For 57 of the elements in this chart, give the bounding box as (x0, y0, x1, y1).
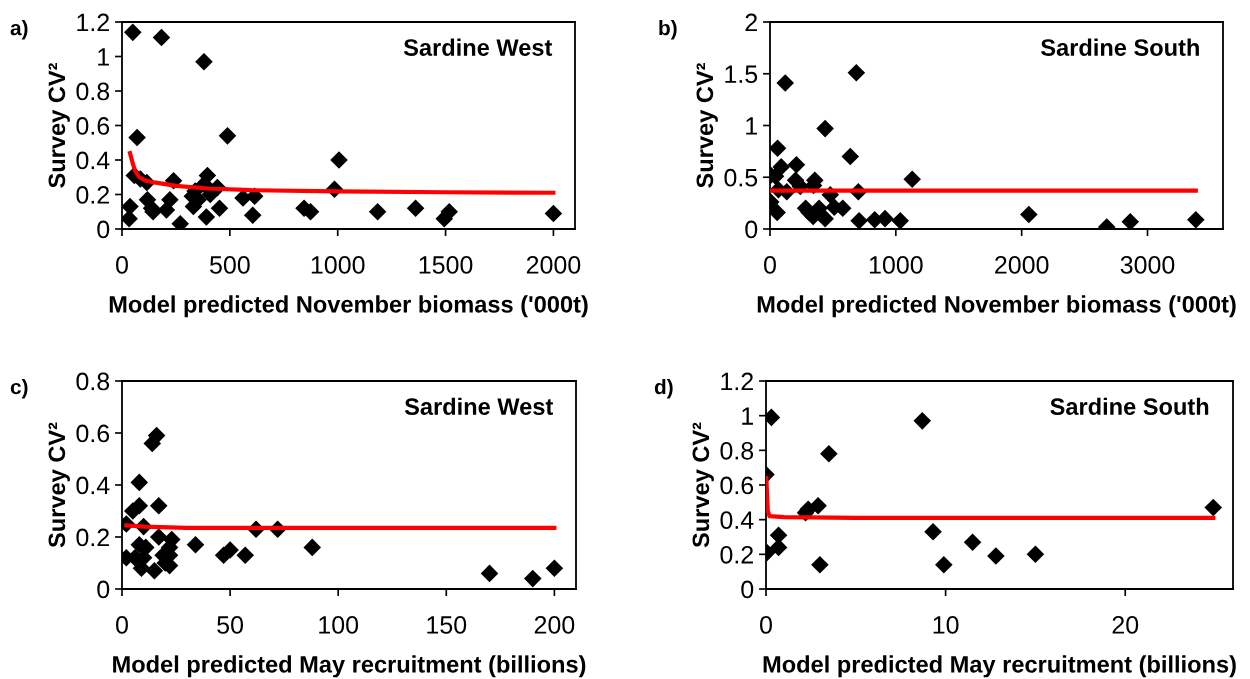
annotation: Sardine West (404, 397, 554, 415)
y-tick-label: 1.2 (77, 13, 109, 32)
y-tick-label: 1.2 (721, 372, 753, 391)
y-tick-label: 0.4 (76, 476, 110, 495)
y-tick-label: 0 (741, 580, 754, 599)
text: b) (659, 20, 677, 40)
x-tick-label: 10 (933, 616, 959, 634)
y-tick-label: 0.4 (76, 151, 110, 170)
y-tick-label: 0.8 (720, 441, 754, 460)
annotation: Sardine South (1040, 38, 1199, 56)
text: c) (10, 379, 28, 399)
y-tick-label: 0.8 (76, 372, 110, 391)
y-tick-label: 0.6 (720, 476, 754, 495)
y-axis-title: Survey CV² (692, 422, 714, 548)
x-tick-label: 0 (116, 256, 128, 274)
x-tick-label: 0 (764, 256, 776, 274)
y-axis-title: Survey CV² (48, 63, 70, 188)
y-axis-title: Survey CV² (48, 422, 70, 548)
text: a) (10, 20, 28, 40)
text: d) (654, 379, 673, 399)
x-tick-label: 2000 (995, 256, 1049, 274)
y-tick-label: 1 (746, 117, 757, 135)
x-tick-label: 1500 (419, 256, 473, 274)
y-tick-label: 0.2 (720, 545, 753, 564)
y-tick-label: 0 (745, 220, 758, 239)
y-tick-label: 0 (97, 580, 110, 599)
y-tick-label: 1 (742, 407, 753, 425)
x-tick-label: 150 (427, 616, 467, 634)
x-tick-label: 50 (217, 616, 244, 634)
y-tick-label: 0.2 (76, 528, 109, 547)
y-tick-label: 0.8 (76, 82, 110, 101)
y-tick-label: 1.5 (725, 65, 758, 84)
x-axis-title: Model predicted November biomass ('000t) (757, 295, 1236, 318)
y-tick-label: 0.6 (76, 424, 110, 443)
x-tick-label: 1000 (311, 256, 365, 274)
x-axis-title: Model predicted May recruitment (billions) (763, 655, 1236, 678)
y-tick-label: 2 (745, 13, 757, 32)
x-tick-label: 500 (210, 256, 250, 274)
x-tick-label: 100 (319, 616, 359, 634)
annotation: Sardine South (1050, 397, 1209, 415)
x-axis-title: Model predicted November biomass ('000t) (109, 295, 588, 318)
y-tick-label: 0.4 (720, 511, 754, 529)
y-tick-label: 1 (98, 48, 109, 66)
x-tick-label: 20 (1112, 616, 1139, 634)
y-tick-label: 0 (97, 220, 110, 239)
x-tick-label: 3000 (1120, 256, 1175, 274)
y-tick-label: 0.5 (724, 168, 758, 187)
x-tick-label: 2000 (526, 256, 581, 274)
y-tick-label: 0.6 (76, 117, 110, 135)
y-axis-title: Survey CV² (696, 63, 718, 188)
x-tick-label: 1000 (869, 256, 923, 274)
y-tick-label: 0.2 (76, 186, 109, 204)
x-tick-label: 200 (534, 616, 575, 634)
x-tick-label: 0 (116, 616, 128, 634)
x-axis-title: Model predicted May recruitment (billions) (113, 655, 586, 678)
x-tick-label: 0 (760, 616, 772, 634)
annotation: Sardine West (403, 38, 553, 56)
